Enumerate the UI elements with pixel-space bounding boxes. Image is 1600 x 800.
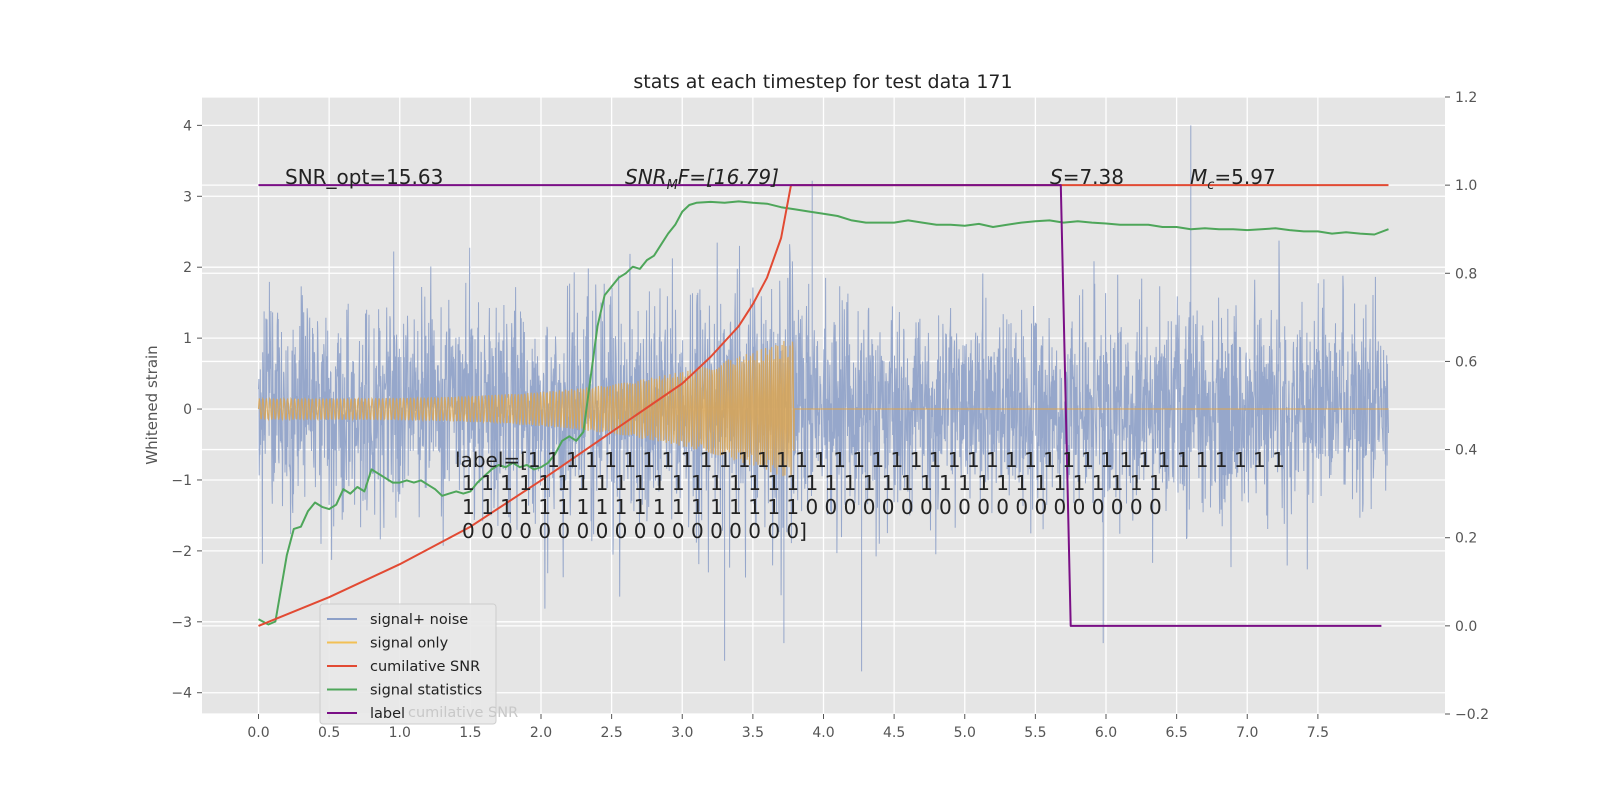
y-left-tick-label: −4: [171, 686, 192, 702]
legend-entry-label: cumilative SNR: [370, 659, 480, 675]
y-left-tick-label: −1: [171, 473, 192, 489]
y-right-tick-label: 1.2: [1455, 90, 1477, 106]
annotation-mc-main: M: [1190, 165, 1207, 189]
legend-ghost-text: cumilative SNR: [408, 705, 518, 721]
y-right-tick-label: 0.6: [1455, 354, 1477, 370]
annotation-snr-mf-rest: F=[16.79]: [678, 165, 779, 189]
annotation-mc: Mc=5.97: [1190, 165, 1276, 193]
x-tick-label: 3.5: [742, 725, 764, 741]
y-axis-label: Whitened strain: [143, 345, 161, 464]
x-tick-label: 0.5: [318, 725, 340, 741]
x-tick-label: 7.5: [1307, 725, 1329, 741]
y-left-tick-label: 0: [183, 402, 192, 418]
y-left-tick-label: −2: [171, 544, 192, 560]
x-tick-label: 1.0: [389, 725, 411, 741]
x-tick-label: 2.5: [600, 725, 622, 741]
annotation-s-rest: =7.38: [1063, 165, 1124, 189]
y-left-tick-label: 2: [183, 260, 192, 276]
annotation-s-main: S: [1050, 165, 1063, 189]
x-tick-label: 2.0: [530, 725, 552, 741]
y-right-tick-label: −0.2: [1455, 707, 1489, 723]
x-tick-label: 4.0: [812, 725, 834, 741]
y-right-tick-label: 1.0: [1455, 178, 1477, 194]
label-line-1: label=[1 1 1 1 1 1 1 1 1 1 1 1 1 1 1 1 1…: [455, 448, 1285, 472]
label-line-2: 1 1 1 1 1 1 1 1 1 1 1 1 1 1 1 1 1 1 1 1 …: [462, 471, 1162, 495]
legend-entry-label: signal statistics: [370, 683, 482, 699]
annotation-snr-mf-main: SNR: [625, 165, 667, 189]
y-right-tick-label: 0.8: [1455, 266, 1477, 282]
x-tick-label: 5.0: [954, 725, 976, 741]
y-left-tick-label: 4: [183, 118, 192, 134]
x-tick-label: 7.0: [1236, 725, 1258, 741]
label-annotation: label=[1 1 1 1 1 1 1 1 1 1 1 1 1 1 1 1 1…: [455, 448, 1285, 543]
annotation-mc-rest: =5.97: [1214, 165, 1275, 189]
legend-entry-label: label: [370, 706, 405, 722]
chart-title: stats at each timestep for test data 171: [633, 71, 1012, 93]
label-line-4: 0 0 0 0 0 0 0 0 0 0 0 0 0 0 0 0 0 0]: [462, 519, 807, 543]
y-right-tick-label: 0.0: [1455, 619, 1477, 635]
x-tick-label: 3.0: [671, 725, 693, 741]
label-line-3: 1 1 1 1 1 1 1 1 1 1 1 1 1 1 1 1 1 1 0 0 …: [462, 495, 1162, 519]
x-tick-label: 1.5: [459, 725, 481, 741]
annotation-mc-sub: c: [1207, 178, 1214, 193]
series-signal-statistics: [258, 200, 1389, 626]
y-right-tick-label: 0.4: [1455, 443, 1477, 459]
x-tick-label: 6.0: [1095, 725, 1117, 741]
y-right-tick-label: 0.2: [1455, 531, 1477, 547]
legend-box: [319, 603, 497, 725]
annotation-snr-opt: SNR_opt=15.63: [285, 165, 443, 189]
series-layer: [257, 125, 1389, 672]
y-left-tick-label: 3: [183, 189, 192, 205]
legend-entry-label: signal+ noise: [370, 612, 468, 628]
series-label: [258, 184, 1382, 627]
annotation-snr-mf: SNRMF=[16.79]: [625, 165, 779, 193]
x-tick-label: 0.0: [247, 725, 269, 741]
series-signal-only: [257, 340, 1389, 477]
legend: cumilative SNR signal+ noise signal only cu…: [319, 603, 518, 725]
legend-entry-label: signal only: [370, 636, 449, 652]
x-tick-label: 4.5: [883, 725, 905, 741]
y-left-tick-label: 1: [183, 331, 192, 347]
annotation-snr-mf-sub: M: [667, 178, 678, 193]
y-left-tick-label: −3: [171, 615, 192, 631]
axes: 0.0 0.5 1.0 1.5 2.0 2.5 3.0 3.5 4.0 4.5 5.0 5.5 6.0 6…: [171, 90, 1489, 741]
x-tick-label: 6.5: [1165, 725, 1187, 741]
annotation-s: S=7.38: [1050, 165, 1124, 189]
x-tick-label: 5.5: [1024, 725, 1046, 741]
series-signal-noise: [258, 125, 1389, 672]
